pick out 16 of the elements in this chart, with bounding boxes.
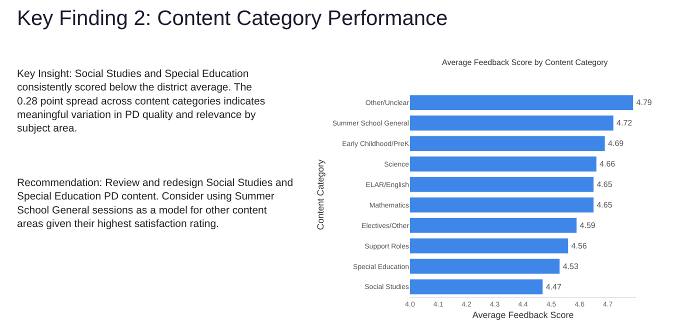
data-label: 4.65 (596, 200, 613, 210)
chart-subtitle: Average Feedback Score by Content Category (442, 58, 608, 67)
text: Key Insight: Social Studies and Special Education consistently scored below the district average. The 0.28 point spread across content categories indicates meaningful variation in PD quality and relevance by subject area. (17, 68, 266, 135)
data-label: 4.59 (580, 220, 596, 230)
data-label: 4.69 (608, 139, 624, 148)
data-label: 4.66 (600, 160, 616, 169)
data-label: 4.47 (546, 282, 562, 292)
data-label: 4.53 (562, 262, 579, 271)
text: Recommendation: Review and redesign Social Studies and Special Education PD content. Consider using Summer School General sessions as a model for other content areas given their highest satisfaction rating. (17, 177, 294, 230)
data-label: 4.56 (571, 241, 588, 250)
text: Key Finding 2: Content Category Performance (17, 7, 448, 30)
data-label: 4.79 (636, 98, 652, 108)
x-axis-title: Average Feedback Score (472, 310, 574, 320)
y-axis-title: Content Category (316, 158, 326, 230)
data-label: 4.65 (596, 180, 613, 189)
data-label: 4.72 (616, 118, 633, 128)
